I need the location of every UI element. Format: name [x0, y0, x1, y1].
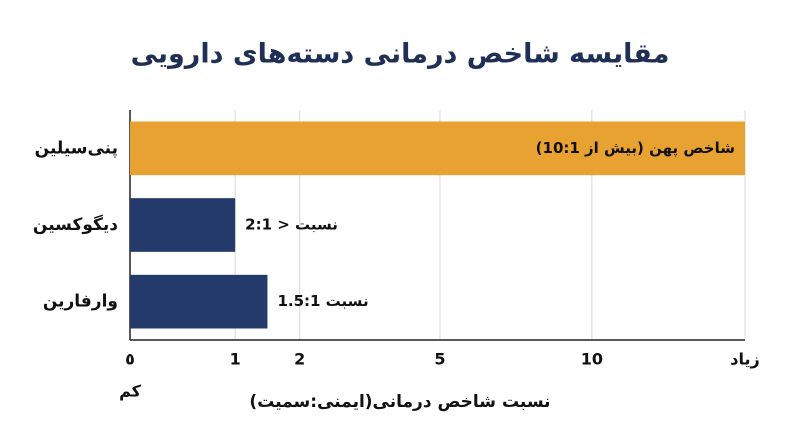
bar-label: شاخص پهن (بیش از 10:1) — [536, 139, 735, 158]
category-label: وارفارین — [43, 292, 118, 312]
bar — [130, 198, 236, 252]
category-label: پنی‌سیلین — [35, 138, 118, 158]
chart-title: مقایسه شاخص درمانی دسته‌های دارویی — [131, 39, 670, 70]
bar-label: نسبت 1.5:1 — [277, 292, 368, 310]
bar — [130, 274, 268, 329]
x-tick-label: زیاد — [730, 350, 759, 369]
x-tick-label: 1 — [230, 350, 241, 369]
x-tick-label: ٥ — [125, 350, 135, 369]
bar — [130, 121, 745, 176]
x-tick-label: 10 — [581, 350, 603, 369]
bar-label: نسبت < 2:1 — [245, 216, 338, 234]
x-axis-title: نسبت شاخص درمانی(ایمنی:سمیت) — [249, 392, 550, 412]
x-low-label: کم — [119, 382, 142, 401]
category-label: دیگوکسین — [33, 214, 118, 235]
x-tick-label: 2 — [294, 350, 305, 369]
x-tick-label: 5 — [434, 350, 445, 369]
